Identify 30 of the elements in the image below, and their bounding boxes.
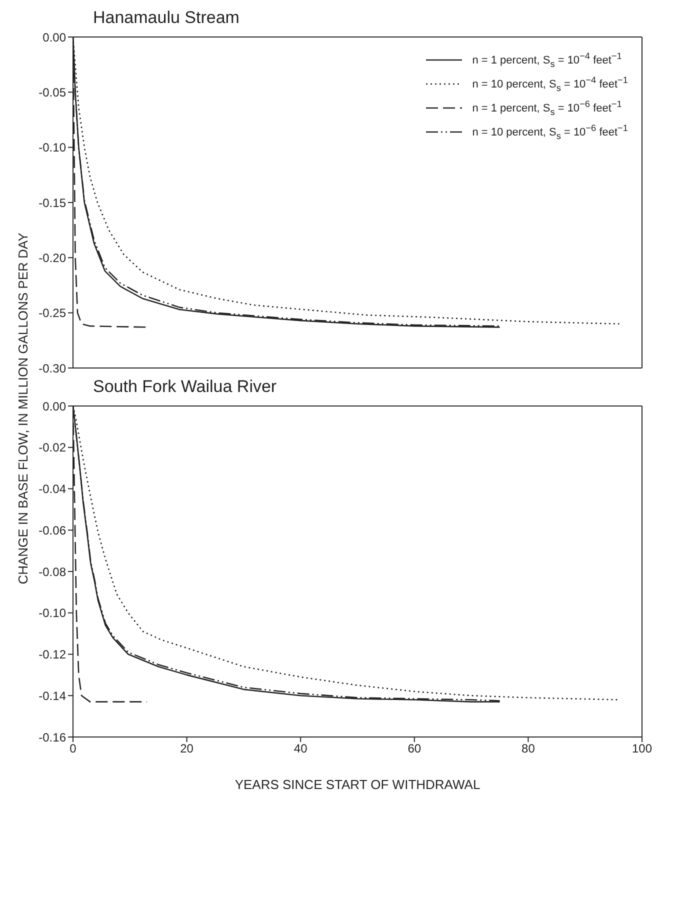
x-tick-label: 40 [294,742,308,756]
legend-label: n = 1 percent, S$_{s}$ = 10$^{−6}$ feet$^{−1}$ [472,99,622,117]
y-tick-label: 0.00 [42,30,66,44]
chart-title: South Fork Wailua River [93,377,278,397]
y-tick-label: -0.15 [38,196,66,210]
x-tick-label: 100 [632,742,652,756]
x-axis-title: YEARS SINCE START OF WITHDRAWAL [234,777,480,792]
y-tick-label: -0.14 [38,688,66,703]
y-tick-label: -0.10 [38,606,66,620]
x-tick-label: 80 [522,742,536,756]
chart-title: Hanamaulu Stream [93,8,240,28]
x-tick-label: 0 [70,742,77,756]
y-tick-label: -0.08 [38,564,66,579]
y-tick-label: -0.16 [38,730,66,744]
y-tick-label: -0.04 [38,482,66,496]
y-tick-label: -0.20 [38,250,66,265]
x-tick-label: 60 [408,742,422,756]
legend-label: n = 10 percent, S$_{s}$ = 10$^{−6}$ feet$^{−1}$ [472,123,628,141]
y-tick-label: -0.10 [38,140,66,155]
x-tick-label: 20 [180,742,194,756]
y-tick-label: -0.02 [38,440,66,455]
legend-label: n = 1 percent, S$_{s}$ = 10$^{−4}$ feet$^{−1}$ [472,51,622,69]
y-tick-label: -0.25 [38,306,66,320]
legend-label: n = 10 percent, S$_{s}$ = 10$^{−4}$ feet$^{−1}$ [472,75,628,93]
y-tick-label: -0.12 [38,648,66,662]
y-tick-label: -0.05 [38,85,66,100]
y-tick-label: -0.06 [38,523,66,538]
y-tick-label: 0.00 [42,399,66,414]
y-tick-label: -0.30 [38,361,66,376]
y-axis-title: CHANGE IN BASE FLOW, IN MILLION GALLONS PER DAY [16,232,31,584]
